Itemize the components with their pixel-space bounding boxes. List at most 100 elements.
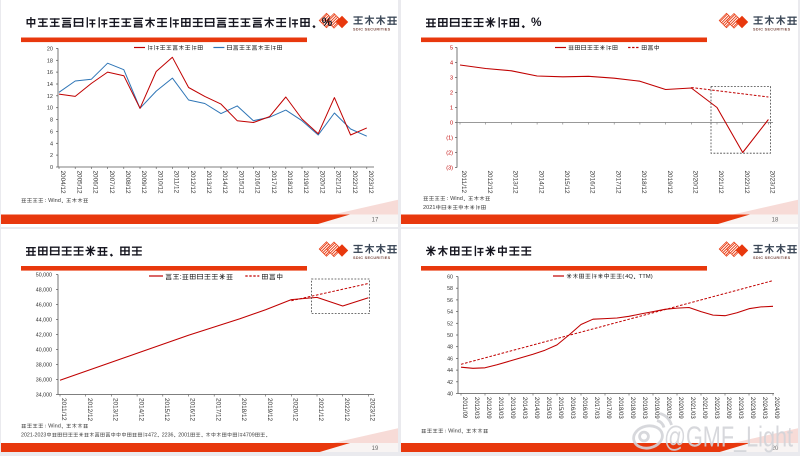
svg-text:52: 52 <box>447 321 453 327</box>
svg-text:2021/03: 2021/03 <box>689 397 695 419</box>
svg-text:2017/12: 2017/12 <box>270 171 277 195</box>
svg-text:46,000: 46,000 <box>36 303 52 309</box>
svg-text:2021/09: 2021/09 <box>701 397 707 419</box>
svg-text:2019/12: 2019/12 <box>666 171 673 195</box>
svg-text:2009/12: 2009/12 <box>140 171 147 195</box>
svg-text:2014/09: 2014/09 <box>533 397 539 419</box>
svg-text:3: 3 <box>450 76 453 82</box>
svg-text:2018/12: 2018/12 <box>286 171 293 195</box>
svg-text:2021/12: 2021/12 <box>317 398 324 422</box>
svg-text:2: 2 <box>50 153 53 159</box>
svg-text:34,000: 34,000 <box>36 393 52 399</box>
svg-text:18: 18 <box>47 58 53 64</box>
svg-text:2020/09: 2020/09 <box>677 397 683 419</box>
svg-text:36,000: 36,000 <box>36 378 52 384</box>
svg-text:10: 10 <box>47 106 53 112</box>
svg-text:2007/12: 2007/12 <box>108 171 115 195</box>
svg-text:2015/03: 2015/03 <box>545 397 551 419</box>
svg-text:2023/03: 2023/03 <box>737 397 743 419</box>
svg-text:40,000: 40,000 <box>36 348 52 354</box>
svg-text:2016/12: 2016/12 <box>189 398 196 422</box>
svg-text:%: % <box>322 15 333 29</box>
svg-text:2019/03: 2019/03 <box>641 397 647 419</box>
svg-text:2012/12: 2012/12 <box>86 398 93 422</box>
svg-text:14: 14 <box>47 82 53 88</box>
svg-text:2019/12: 2019/12 <box>302 171 309 195</box>
svg-text:60: 60 <box>447 275 453 281</box>
svg-text:2013/12: 2013/12 <box>205 171 212 195</box>
svg-text:2015/12: 2015/12 <box>237 171 244 195</box>
svg-text:2023/12: 2023/12 <box>769 171 776 195</box>
svg-text:2013/09: 2013/09 <box>509 397 515 419</box>
svg-text:(3): (3) <box>446 166 453 172</box>
svg-text:(1): (1) <box>446 136 453 142</box>
svg-text:2021-2023: 2021-2023 <box>21 432 46 438</box>
svg-text:2022/12: 2022/12 <box>343 398 350 422</box>
svg-text:0: 0 <box>50 165 53 171</box>
svg-text:2012/09: 2012/09 <box>485 397 491 419</box>
svg-text:2022/12: 2022/12 <box>743 171 750 195</box>
svg-text:2023/12: 2023/12 <box>369 398 376 422</box>
svg-text:(: ( <box>622 274 624 280</box>
svg-text:2: 2 <box>450 91 453 97</box>
svg-text:44,000: 44,000 <box>36 318 52 324</box>
svg-text:8: 8 <box>50 118 53 124</box>
svg-text:2011/12: 2011/12 <box>60 398 67 421</box>
svg-text:%: % <box>531 15 542 29</box>
svg-text:19: 19 <box>372 446 379 452</box>
svg-text:20: 20 <box>772 446 779 452</box>
svg-text:2011/12: 2011/12 <box>173 171 180 194</box>
svg-text:20: 20 <box>47 46 53 52</box>
svg-text:2020/03: 2020/03 <box>665 397 671 419</box>
svg-text:2012/12: 2012/12 <box>189 171 196 195</box>
svg-text:2014/03: 2014/03 <box>521 397 527 419</box>
svg-text:2013/12: 2013/12 <box>112 398 119 422</box>
svg-text:2022/03: 2022/03 <box>713 397 719 419</box>
svg-text:18: 18 <box>772 218 779 224</box>
svg-text:2017/03: 2017/03 <box>593 397 599 419</box>
svg-text:2022/12: 2022/12 <box>351 171 358 195</box>
svg-text:2012/12: 2012/12 <box>486 171 493 195</box>
svg-text:Wind: Wind <box>450 196 463 202</box>
svg-text:48,000: 48,000 <box>36 288 52 294</box>
svg-text:2013/12: 2013/12 <box>512 171 519 195</box>
svg-text:50,000: 50,000 <box>36 273 52 279</box>
svg-text:2014/12: 2014/12 <box>221 171 228 195</box>
svg-text:2011/12: 2011/12 <box>460 171 467 194</box>
svg-text:5: 5 <box>450 46 453 52</box>
svg-text:SDIC SECURITIES: SDIC SECURITIES <box>353 27 391 31</box>
svg-text:2022/09: 2022/09 <box>725 397 731 419</box>
svg-text:2011/09: 2011/09 <box>461 397 467 419</box>
svg-text:2020/12: 2020/12 <box>692 171 699 195</box>
svg-text:2236: 2236 <box>162 432 174 438</box>
svg-text:0: 0 <box>450 121 453 127</box>
svg-text:40: 40 <box>447 392 453 398</box>
svg-text:2023/09: 2023/09 <box>749 397 755 419</box>
svg-text:Wind: Wind <box>448 429 461 435</box>
svg-text:2005/12: 2005/12 <box>75 171 82 195</box>
svg-text:2021: 2021 <box>423 205 435 211</box>
svg-text:2001: 2001 <box>178 432 190 438</box>
svg-text:2019/12: 2019/12 <box>266 398 273 422</box>
svg-text:SDIC SECURITIES: SDIC SECURITIES <box>753 256 791 260</box>
svg-text:4Q: 4Q <box>625 274 633 280</box>
svg-text:2018/03: 2018/03 <box>617 397 623 419</box>
svg-text:1: 1 <box>450 106 453 112</box>
svg-text:2020/12: 2020/12 <box>292 398 299 422</box>
svg-text:2015/09: 2015/09 <box>557 397 563 419</box>
svg-text:2024/03: 2024/03 <box>761 397 767 419</box>
svg-text:2008/12: 2008/12 <box>124 171 131 195</box>
svg-text:2016/09: 2016/09 <box>581 397 587 419</box>
svg-text:16: 16 <box>47 70 53 76</box>
svg-text:2016/12: 2016/12 <box>589 171 596 195</box>
svg-text:2018/12: 2018/12 <box>240 398 247 422</box>
svg-text:2014/12: 2014/12 <box>537 171 544 195</box>
svg-text:48: 48 <box>447 345 453 351</box>
svg-text:4: 4 <box>50 141 53 147</box>
svg-text:2016/03: 2016/03 <box>569 397 575 419</box>
svg-text:58: 58 <box>447 286 453 292</box>
svg-text:2015/12: 2015/12 <box>163 398 170 422</box>
svg-text:2024/09: 2024/09 <box>773 397 779 419</box>
svg-text:50: 50 <box>447 333 453 339</box>
svg-text:2014/12: 2014/12 <box>137 398 144 422</box>
